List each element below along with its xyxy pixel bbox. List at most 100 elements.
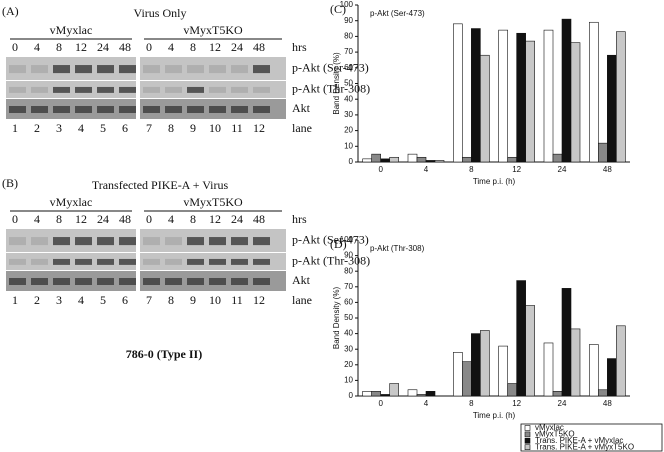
time-label: 4 xyxy=(34,40,40,54)
panel-label: (D) xyxy=(330,237,347,251)
group-label: vMyxlac xyxy=(50,195,93,209)
bar xyxy=(480,330,490,397)
y-tick-label: 70 xyxy=(344,282,353,291)
lane-number: 9 xyxy=(190,121,196,135)
y-axis-label: Band Density (%) xyxy=(332,52,341,115)
time-label: 24 xyxy=(97,40,109,54)
blot-band xyxy=(209,258,226,265)
lane-number: 4 xyxy=(78,293,84,307)
bar xyxy=(453,352,463,397)
blot-band xyxy=(97,258,114,265)
lane-number: 12 xyxy=(253,121,265,135)
blot-band xyxy=(31,86,48,93)
blot-band xyxy=(253,258,270,265)
blot-band xyxy=(187,237,204,246)
y-tick-label: 80 xyxy=(344,266,353,275)
legend-label: Trans. PIKE-A + vMyxlac xyxy=(535,436,623,445)
time-label: 48 xyxy=(253,40,265,54)
blot-band xyxy=(53,278,70,285)
blot-band xyxy=(253,237,270,246)
chart-title: p-Akt (Thr-308) xyxy=(370,244,425,253)
lane-number: 11 xyxy=(231,121,243,135)
blot-band xyxy=(209,65,226,74)
bar xyxy=(462,156,472,163)
x-tick-label: 0 xyxy=(378,165,383,174)
blot-band xyxy=(97,65,114,74)
lane-label: lane xyxy=(292,121,312,135)
blot-band xyxy=(75,237,92,246)
time-label: 4 xyxy=(34,212,40,226)
lane-number: 3 xyxy=(56,121,62,135)
blot-band xyxy=(209,86,226,93)
bar xyxy=(380,158,390,163)
blot-band xyxy=(231,106,248,113)
time-label: 12 xyxy=(75,212,87,226)
blot-band xyxy=(97,278,114,285)
blot-band xyxy=(209,237,226,246)
bar xyxy=(362,158,372,163)
lane-number: 9 xyxy=(190,293,196,307)
time-label: 8 xyxy=(56,40,62,54)
time-label: 8 xyxy=(56,212,62,226)
lane-number: 7 xyxy=(146,293,152,307)
blot-band xyxy=(75,86,92,93)
band-label: p-Akt (Ser-473) xyxy=(292,232,369,246)
blot-band xyxy=(253,106,270,113)
blot-strip xyxy=(6,99,136,119)
blot-band xyxy=(165,258,182,265)
blot-band xyxy=(143,106,160,113)
blot-band xyxy=(187,278,204,285)
x-tick-label: 24 xyxy=(558,399,567,408)
blot-band xyxy=(9,278,26,285)
y-tick-label: 100 xyxy=(340,0,354,9)
blot-band xyxy=(97,86,114,93)
bar xyxy=(407,153,418,163)
bar xyxy=(380,394,390,397)
lane-number: 8 xyxy=(168,293,174,307)
blot-band xyxy=(31,237,48,246)
lane-number: 5 xyxy=(100,293,106,307)
y-tick-label: 30 xyxy=(344,110,353,119)
blot-strip xyxy=(6,229,136,252)
y-tick-label: 10 xyxy=(344,376,353,385)
blot-band xyxy=(9,65,26,74)
legend-swatch xyxy=(524,444,531,451)
panel-title: Transfected PIKE-A + Virus xyxy=(92,178,229,192)
y-tick-label: 50 xyxy=(344,79,353,88)
band-label: p-Akt (Thr-308) xyxy=(292,253,370,267)
x-tick-label: 8 xyxy=(469,165,474,174)
y-tick-label: 20 xyxy=(344,360,353,369)
band-label: p-Akt (Ser-473) xyxy=(292,60,369,74)
blot-band xyxy=(119,278,136,285)
y-tick-label: 50 xyxy=(344,313,353,322)
bar xyxy=(507,383,517,397)
time-unit: hrs xyxy=(292,40,307,54)
time-unit: hrs xyxy=(292,212,307,226)
blot-band xyxy=(143,237,160,246)
bar xyxy=(516,32,526,163)
blot-band xyxy=(31,278,48,285)
blot-band xyxy=(253,278,270,285)
blot-band xyxy=(75,258,92,265)
bar xyxy=(525,305,535,397)
bar xyxy=(498,345,508,397)
blot-band xyxy=(143,258,160,265)
time-label: 24 xyxy=(97,212,109,226)
blot-band xyxy=(75,278,92,285)
legend-swatch xyxy=(524,437,531,444)
blot-band xyxy=(53,106,70,113)
blot-band xyxy=(75,106,92,113)
time-label: 48 xyxy=(253,212,265,226)
y-tick-label: 10 xyxy=(344,141,353,150)
bar xyxy=(471,28,481,163)
legend-label: vMyxT5KO xyxy=(535,430,575,439)
bar xyxy=(425,391,436,397)
time-label: 48 xyxy=(119,212,131,226)
band-label: Akt xyxy=(292,101,311,115)
group-label: vMyxlac xyxy=(50,23,93,37)
blot-band xyxy=(165,106,182,113)
y-axis-label: Band Density (%) xyxy=(332,287,341,350)
time-label: 4 xyxy=(168,40,174,54)
y-tick-label: 90 xyxy=(344,251,353,260)
